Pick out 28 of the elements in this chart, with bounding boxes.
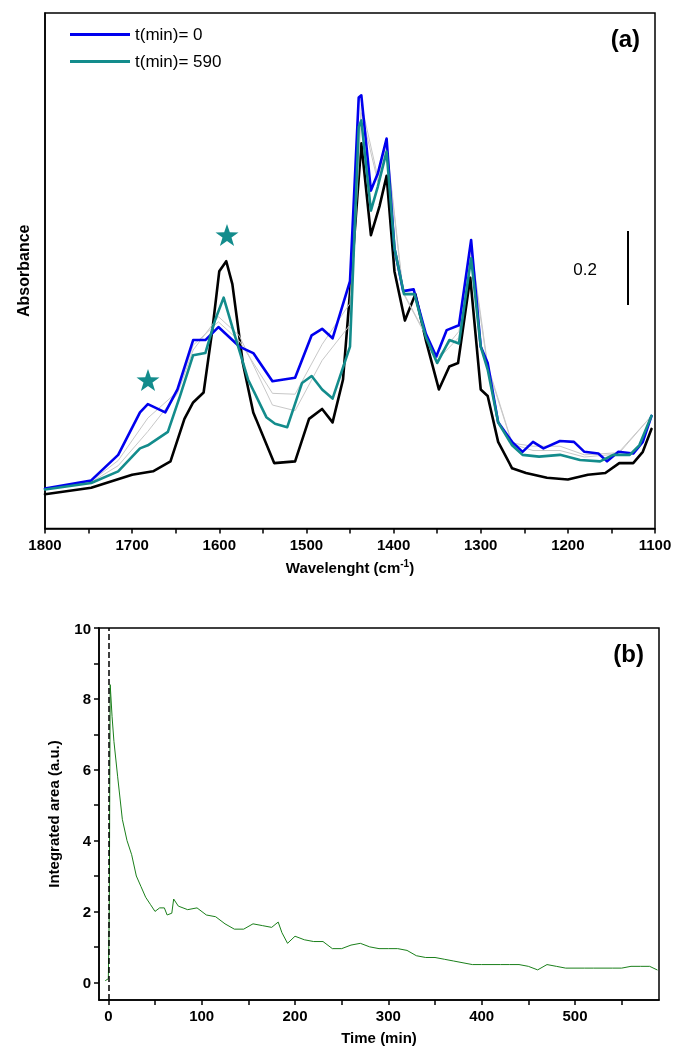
x-tick-label: 1400	[376, 535, 411, 553]
x-tick-label: 300	[375, 1007, 401, 1024]
x-tick-label: 200	[282, 1007, 308, 1024]
legend-label: t(min)= 0	[135, 25, 203, 44]
y-tick-label: 2	[82, 902, 91, 920]
x-tick-label: 1600	[202, 535, 236, 553]
x-tick-label: 1500	[289, 535, 324, 553]
y-tick-label: 4	[82, 832, 92, 850]
y-axis-title: Integrated area (a.u.)	[45, 740, 62, 888]
x-tick-label: 400	[469, 1007, 495, 1024]
x-tick-label: 100	[189, 1007, 215, 1024]
y-axis-title: Absorbance	[14, 224, 32, 317]
x-axis-title: Time (min)	[341, 1029, 417, 1046]
x-tick-label: 1300	[464, 535, 498, 553]
x-tick-label: 1100	[638, 535, 672, 553]
x-tick-label: 1200	[551, 535, 585, 553]
legend-label: t(min)= 590	[135, 52, 222, 71]
text: (b)	[613, 639, 645, 667]
annotation: 0.2	[573, 260, 597, 280]
y-tick-label: 10	[74, 619, 91, 637]
y-tick-label: 8	[82, 690, 91, 708]
x-tick-label: 1800	[28, 535, 62, 553]
y-tick-label: 6	[82, 761, 91, 779]
y-tick-label: 0	[82, 973, 91, 991]
x-tick-label: 500	[562, 1007, 588, 1024]
x-tick-label: 0	[104, 1007, 113, 1024]
chart-title: (a)	[610, 24, 641, 52]
x-tick-label: 1700	[115, 535, 149, 553]
